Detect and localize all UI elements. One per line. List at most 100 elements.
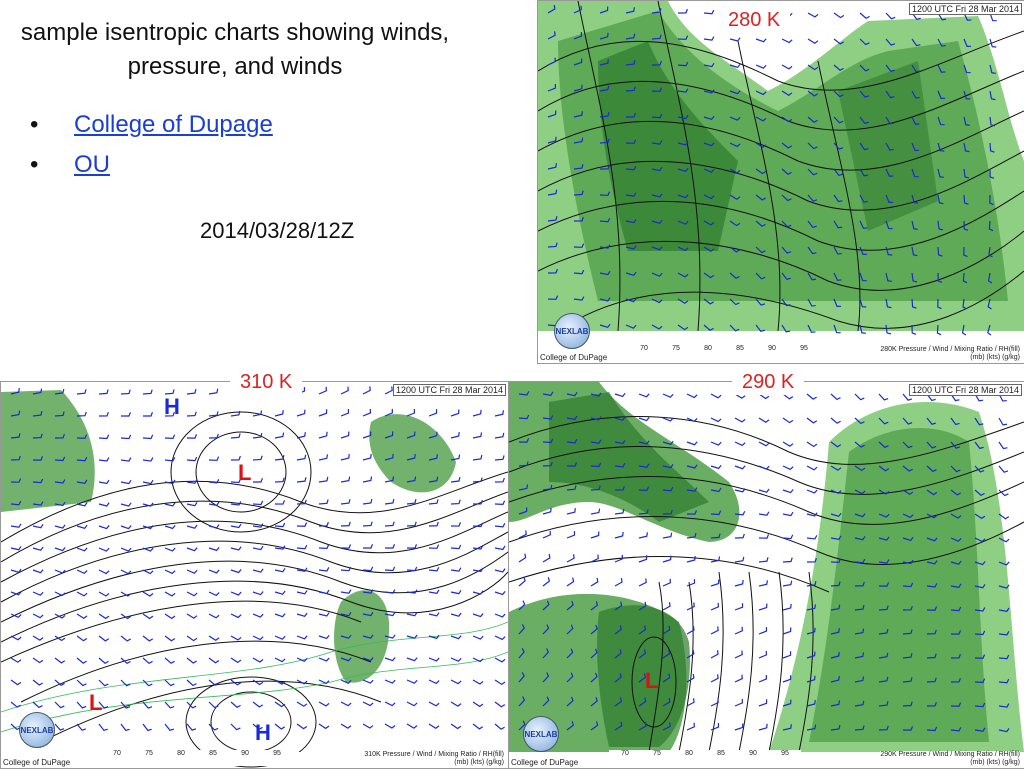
wind-barb [362,701,374,707]
wind-barb [120,457,132,462]
wind-barb [518,624,525,635]
wind-barb [854,605,865,611]
wind-barb [340,409,350,417]
wind-barb [651,219,663,225]
wind-barb [340,589,352,594]
wind-barb [974,513,986,520]
wind-barb [974,465,985,473]
wind-barb [542,415,554,420]
wind-barb [76,635,88,642]
wind-barb [590,531,600,539]
wind-barb [854,393,865,401]
wind-barb [318,454,329,461]
wind-barb [758,650,767,659]
wind-barb [878,701,889,707]
wind-barb [142,479,154,485]
bullet: • [30,151,39,178]
wind-barb [974,537,986,543]
wind-barb [296,544,308,550]
wind-barb [384,701,396,707]
wind-barb [599,164,610,170]
wind-barb [450,723,462,730]
wind-barb [54,679,65,686]
wind-barb [963,246,968,258]
wind-barb [542,672,550,683]
wind-barb [950,702,962,707]
wind-barb [142,389,153,395]
legend-units: (mb) (kts) (g/kg) [970,354,1020,361]
wind-barb [830,651,840,659]
bullet: • [30,111,39,138]
wind-barb [573,111,583,118]
wind-barb [542,553,551,563]
wind-barb [755,220,766,227]
wind-barb [677,35,689,40]
wind-barb [230,679,242,686]
wind-barb [758,417,770,423]
wind-barb [54,547,66,552]
wind-barb [625,33,636,40]
wind-barb [32,501,44,506]
wind-barb [859,246,868,256]
wind-barb [686,722,695,731]
wind-barb [781,90,793,96]
wind-barb [854,725,865,731]
wind-barb [950,630,962,635]
wind-barb [230,501,242,506]
college-of-dupage-link[interactable]: College of Dupage [74,111,273,138]
ou-link[interactable]: OU [74,151,110,178]
wind-barb [878,465,890,472]
wind-barb [686,698,695,707]
wind-barb [120,657,131,665]
wind-barb [32,456,44,461]
wind-barb [252,545,264,551]
wind-barb [542,461,553,467]
wind-barb [686,532,697,539]
wind-barb [686,579,696,587]
wind-barb [98,679,109,687]
wind-barb [566,531,576,539]
wind-barb [902,513,914,519]
wind-barb [989,116,996,127]
wind-barb [950,677,961,683]
wind-barb [10,455,21,461]
wind-barb [998,678,1010,684]
wind-barb [614,508,625,515]
wind-barb [98,389,109,395]
wind-barb [252,679,264,686]
map-panel-290k: L 1200 UTC Fri 28 Mar 2014 NEXLAB Colleg… [508,381,1024,769]
wind-barb [911,168,919,178]
wind-barb [120,547,132,552]
wind-barb [833,12,845,19]
wind-barb [208,701,219,709]
wind-barb [542,530,551,539]
wind-barb [164,389,175,395]
wind-barb [142,547,154,552]
wind-barb [362,408,371,417]
wind-barb [781,298,791,307]
wind-barb [662,393,674,398]
wind-barb [164,635,176,642]
wind-barb [755,142,767,148]
wind-barb [710,510,722,516]
wind-barb [937,298,942,310]
wind-barb [542,577,551,587]
wind-barb [76,613,88,619]
wind-barb [573,296,585,301]
wind-barb [120,502,132,507]
wind-barb [950,513,962,519]
wind-barb [566,485,577,491]
wind-barb [120,613,132,620]
wind-barb [547,163,557,170]
wind-barb [494,679,506,686]
wind-barb [590,508,601,515]
wind-barb [614,416,626,421]
mixing-ratio-line [1,651,508,733]
wind-barb [963,168,970,179]
wind-barb [651,246,663,251]
wind-barb [833,64,844,71]
wind-barb [32,613,44,619]
wind-barb [974,630,986,636]
wind-barb [296,522,308,527]
wind-barb [807,272,817,281]
